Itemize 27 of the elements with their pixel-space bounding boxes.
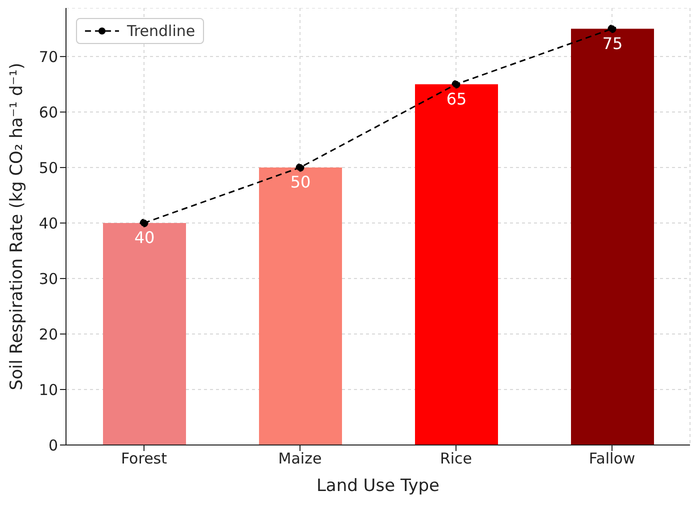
point	[140, 218, 148, 228]
x-tick-label: Fallow	[588, 450, 636, 468]
x-tick-label: Maize	[278, 450, 322, 468]
data-label: 50	[290, 172, 311, 192]
bar	[259, 168, 342, 445]
y-tick-label: 0	[48, 436, 58, 454]
y-axis-title: Soil Respiration Rate (kg CO₂ ha⁻¹ d⁻¹)	[7, 62, 28, 390]
x-tick-label: Rice	[440, 450, 472, 468]
point	[608, 24, 616, 34]
bar	[415, 84, 498, 445]
y-tick-label: 30	[38, 270, 58, 288]
data-label: 75	[602, 34, 623, 53]
y-tick-label: 70	[38, 48, 58, 66]
y-tick-label: 50	[38, 158, 58, 177]
y-tick-label: 10	[38, 380, 58, 399]
point	[296, 163, 304, 172]
x-tick-label: Forest	[120, 450, 168, 468]
y-tick-label: 20	[38, 325, 58, 344]
bar	[571, 28, 654, 445]
data-label: 65	[446, 89, 467, 108]
x-axis-title: Land Use Type	[316, 476, 440, 496]
bar	[103, 223, 186, 445]
y-tick-label: 40	[38, 214, 58, 232]
y-tick-label: 60	[38, 103, 58, 122]
data-label: 40	[134, 228, 155, 248]
legend-label: Trendline	[127, 22, 196, 40]
point	[452, 80, 460, 89]
